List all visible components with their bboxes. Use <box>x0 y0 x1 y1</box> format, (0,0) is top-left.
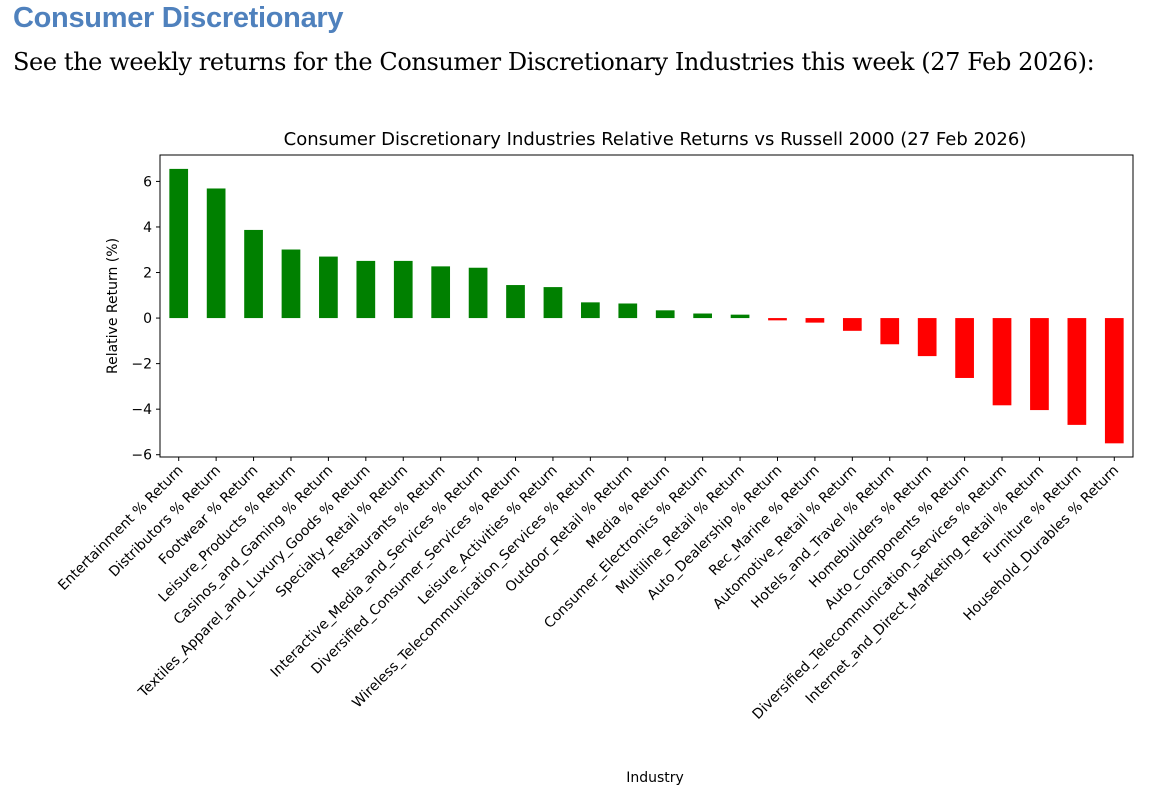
bar <box>319 256 338 319</box>
bar <box>543 287 563 319</box>
bar <box>581 302 600 319</box>
bar <box>431 266 451 319</box>
chart-title: Consumer Discretionary Industries Relati… <box>284 129 1027 150</box>
bar <box>955 318 974 378</box>
bar <box>917 318 937 357</box>
y-tick-label: −2 <box>131 357 152 373</box>
bar <box>693 313 712 319</box>
bar <box>655 310 675 319</box>
bar <box>1030 318 1049 411</box>
bar <box>805 318 825 323</box>
bar <box>393 260 413 319</box>
y-tick-label: 6 <box>143 174 152 190</box>
bar <box>730 314 750 319</box>
bar <box>880 318 900 345</box>
bar <box>992 318 1012 406</box>
bar <box>618 303 638 319</box>
bar <box>468 267 488 319</box>
bar <box>1104 318 1124 444</box>
section-heading: Consumer Discretionary <box>13 2 344 34</box>
bar <box>206 188 226 319</box>
y-axis-label: Relative Return (%) <box>105 238 121 374</box>
bar <box>842 318 862 331</box>
bar <box>768 318 787 321</box>
y-tick-label: 2 <box>143 266 152 282</box>
bar <box>169 168 189 319</box>
bar <box>356 260 376 319</box>
plot-frame <box>159 154 1134 458</box>
y-tick-label: 0 <box>143 311 152 327</box>
y-tick-label: −6 <box>131 448 152 464</box>
intro-text: See the weekly returns for the Consumer … <box>13 48 1095 76</box>
y-tick-label: 4 <box>143 220 152 236</box>
bar <box>281 249 301 319</box>
bar <box>1067 318 1087 425</box>
x-axis-label: Industry <box>626 770 684 786</box>
y-tick-label: −4 <box>131 402 152 418</box>
bar <box>506 285 525 319</box>
bar <box>244 229 263 319</box>
